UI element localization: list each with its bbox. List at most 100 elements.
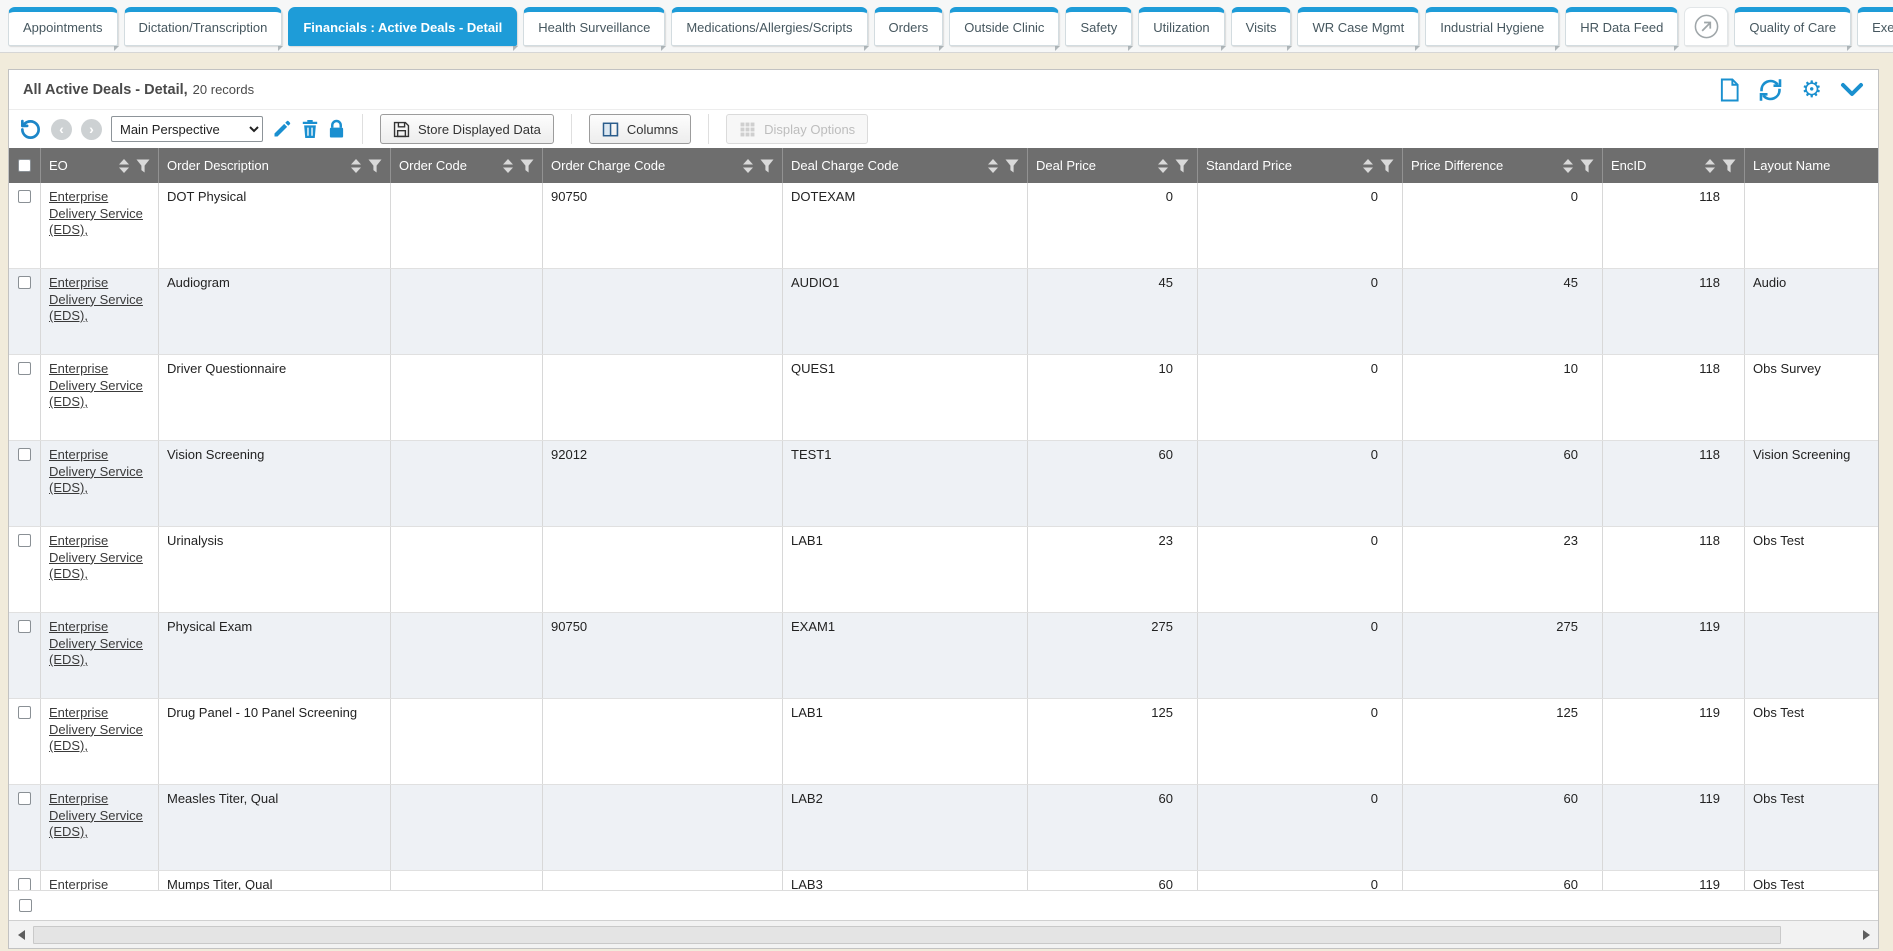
sort-icon[interactable] — [988, 158, 998, 173]
tab-appointments[interactable]: Appointments — [8, 7, 118, 51]
sort-icon[interactable] — [503, 158, 513, 173]
filter-funnel-icon[interactable] — [520, 159, 534, 173]
column-header-label: Order Description — [167, 158, 269, 173]
tab-utilization[interactable]: Utilization — [1138, 7, 1227, 51]
cell-deal-charge-code: TEST1 — [783, 441, 1028, 526]
column-header-order-description[interactable]: Order Description — [159, 148, 391, 183]
hr-data-feed-external-icon[interactable] — [1684, 7, 1729, 46]
row-checkbox[interactable] — [18, 534, 31, 547]
tab-orders[interactable]: Orders — [873, 7, 944, 51]
delete-trash-icon[interactable] — [301, 119, 319, 139]
display-options-button[interactable]: Display Options — [726, 114, 869, 144]
column-header-deal-charge-code[interactable]: Deal Charge Code — [783, 148, 1028, 183]
row-checkbox[interactable] — [18, 190, 31, 203]
column-header-encid[interactable]: EncID — [1603, 148, 1745, 183]
column-header-deal-price[interactable]: Deal Price — [1028, 148, 1198, 183]
row-checkbox[interactable] — [18, 448, 31, 461]
row-checkbox[interactable] — [18, 362, 31, 375]
cell-standard-price: 0 — [1198, 699, 1403, 784]
sort-icon[interactable] — [1363, 158, 1373, 173]
eo-link[interactable]: Enterprise Delivery Service (EDS), — [49, 189, 143, 237]
eo-link[interactable]: Enterprise Delivery Service (EDS), — [49, 275, 143, 323]
row-checkbox[interactable] — [18, 792, 31, 805]
column-header-standard-price[interactable]: Standard Price — [1198, 148, 1403, 183]
lock-icon[interactable] — [328, 119, 345, 139]
cell-eo: Enterprise Delivery Service (EDS), — [41, 613, 159, 698]
eo-link[interactable]: Enterprise Delivery Service (EDS), — [49, 361, 143, 409]
columns-button[interactable]: Columns — [588, 114, 692, 144]
undo-icon[interactable] — [19, 118, 42, 141]
row-checkbox[interactable] — [18, 878, 31, 890]
table-row: Enterprise Delivery Service (EDS), Mumps … — [9, 871, 1878, 890]
cell-deal-price: 0 — [1028, 183, 1198, 268]
row-checkbox[interactable] — [18, 276, 31, 289]
page-title: All Active Deals - Detail, — [23, 81, 188, 98]
tab-quality-of-care[interactable]: Quality of Care — [1734, 7, 1852, 51]
column-header-eo[interactable]: EO — [41, 148, 159, 183]
column-header-price-difference[interactable]: Price Difference — [1403, 148, 1603, 183]
tab-financials-active-deals-detail[interactable]: Financials : Active Deals - Detail — [288, 7, 519, 51]
filter-funnel-icon[interactable] — [760, 159, 774, 173]
tab-health-surveillance[interactable]: Health Surveillance — [523, 7, 667, 51]
eo-link[interactable]: Enterprise Delivery Service (EDS), — [49, 447, 143, 495]
refresh-icon[interactable] — [1758, 78, 1783, 102]
row-checkbox-cell — [9, 441, 41, 526]
nav-forward-icon[interactable]: › — [81, 118, 102, 140]
scrollbar-thumb[interactable] — [33, 925, 1781, 944]
scroll-left-button[interactable] — [9, 921, 33, 948]
filter-funnel-icon — [1722, 159, 1736, 172]
cell-price-difference: 275 — [1403, 613, 1603, 698]
filter-funnel-icon[interactable] — [1005, 159, 1019, 173]
filter-funnel-icon[interactable] — [1580, 159, 1594, 173]
filter-funnel-icon[interactable] — [136, 159, 150, 173]
eo-link[interactable]: Enterprise Delivery Service (EDS), — [49, 533, 143, 581]
eo-link[interactable]: Enterprise Delivery Service (EDS), — [49, 705, 143, 753]
column-header-label: Layout Name — [1753, 158, 1831, 173]
row-checkbox[interactable] — [18, 620, 31, 633]
sort-icon[interactable] — [351, 158, 361, 173]
sort-icon[interactable] — [119, 158, 129, 173]
cell-eo: Enterprise Delivery Service (EDS), — [41, 527, 159, 612]
cell-order-description: Mumps Titer, Qual — [159, 871, 391, 890]
sort-icon — [1563, 158, 1573, 173]
perspective-select[interactable]: Main Perspective — [111, 116, 263, 142]
tab-industrial-hygiene[interactable]: Industrial Hygiene — [1425, 7, 1561, 51]
footer-row-checkbox[interactable] — [19, 899, 32, 912]
tab-hr-data-feed[interactable]: HR Data Feed — [1565, 7, 1680, 51]
column-header-order-charge-code[interactable]: Order Charge Code — [543, 148, 783, 183]
edit-pencil-icon[interactable] — [272, 119, 292, 139]
sort-icon[interactable] — [1563, 158, 1573, 173]
eo-link[interactable]: Enterprise Delivery Service (EDS), — [49, 877, 109, 890]
cell-deal-price: 23 — [1028, 527, 1198, 612]
cell-price-difference: 60 — [1403, 871, 1603, 890]
eo-link[interactable]: Enterprise Delivery Service (EDS), — [49, 791, 143, 839]
sort-icon[interactable] — [1158, 158, 1168, 173]
filter-funnel-icon[interactable] — [368, 159, 382, 173]
select-all-checkbox[interactable] — [18, 159, 31, 172]
tab-medications-allergies-scripts[interactable]: Medications/Allergies/Scripts — [671, 7, 869, 51]
tab-wr-case-mgmt[interactable]: WR Case Mgmt — [1297, 7, 1420, 51]
filter-funnel-icon[interactable] — [1380, 159, 1394, 173]
new-document-icon[interactable] — [1719, 78, 1740, 102]
tab-executive[interactable]: Executive — [1857, 7, 1893, 46]
panel-header-icons: ⚙ — [1719, 78, 1864, 102]
filter-funnel-icon[interactable] — [1175, 159, 1189, 173]
tab-visits[interactable]: Visits — [1230, 7, 1293, 51]
table-row: Enterprise Delivery Service (EDS), Measle… — [9, 785, 1878, 871]
sort-icon[interactable] — [1705, 158, 1715, 173]
collapse-chevron-icon[interactable] — [1840, 82, 1864, 98]
column-header-label: Deal Charge Code — [791, 158, 899, 173]
gear-icon[interactable]: ⚙ — [1801, 76, 1822, 103]
row-checkbox[interactable] — [18, 706, 31, 719]
sort-icon[interactable] — [743, 158, 753, 173]
scroll-right-button[interactable] — [1854, 921, 1878, 948]
eo-link[interactable]: Enterprise Delivery Service (EDS), — [49, 619, 143, 667]
tab-safety[interactable]: Safety — [1065, 7, 1134, 51]
tab-outside-clinic[interactable]: Outside Clinic — [949, 7, 1061, 51]
tab-dictation-transcription[interactable]: Dictation/Transcription — [123, 7, 284, 51]
horizontal-scrollbar[interactable] — [9, 920, 1878, 948]
filter-funnel-icon[interactable] — [1722, 159, 1736, 173]
nav-back-icon[interactable]: ‹ — [51, 118, 72, 140]
store-displayed-data-button[interactable]: Store Displayed Data — [380, 114, 554, 144]
column-header-order-code[interactable]: Order Code — [391, 148, 543, 183]
